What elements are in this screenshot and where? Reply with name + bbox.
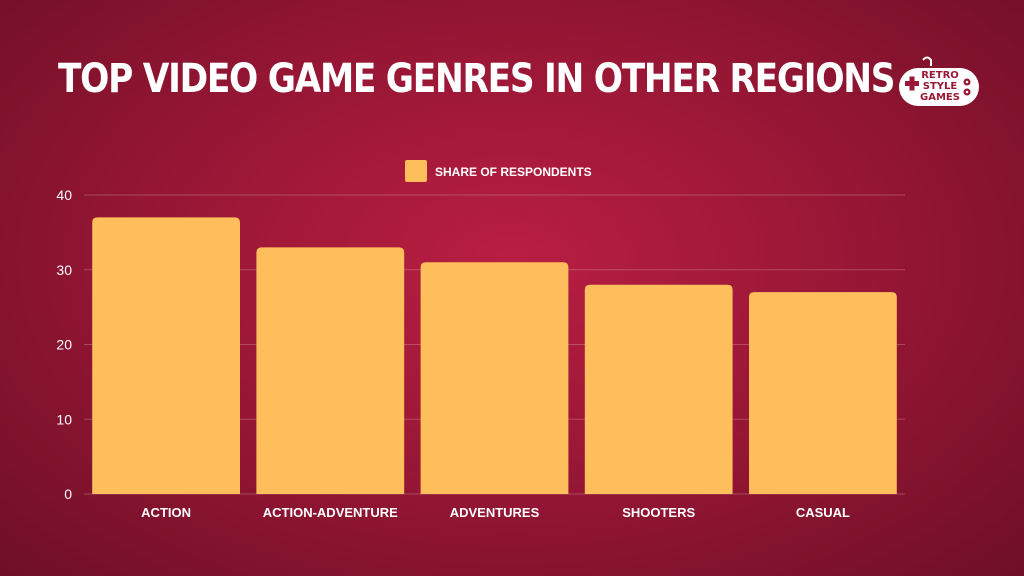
bar-shooters [584, 284, 733, 494]
legend-label: SHARE OF RESPONDENTS [435, 165, 592, 179]
y-axis: 0 10 20 30 40 [56, 187, 72, 502]
logo-text-line-3: GAMES [920, 92, 960, 103]
x-tick-label: ACTION-ADVENTURE [263, 505, 398, 520]
y-tick-label: 20 [56, 337, 72, 353]
x-tick-label: ADVENTURES [450, 505, 540, 520]
x-tick-label: CASUAL [796, 505, 850, 520]
y-tick-label: 30 [56, 262, 72, 278]
retro-style-games-logo: RETRO STYLE GAMES [899, 56, 979, 106]
y-tick-label: 0 [64, 486, 72, 502]
logo-text-line-2: STYLE [923, 81, 958, 92]
chart-title: TOP VIDEO GAME GENRES IN OTHER REGIONS [58, 56, 896, 102]
bar-action-adventure [256, 247, 405, 494]
legend-swatch [405, 160, 427, 182]
y-tick-label: 40 [56, 187, 72, 203]
y-tick-label: 10 [56, 411, 72, 427]
legend: SHARE OF RESPONDENTS [405, 160, 592, 182]
x-axis: ACTION ACTION-ADVENTURE ADVENTURES SHOOTERS… [141, 505, 850, 520]
x-tick-label: SHOOTERS [622, 505, 695, 520]
x-tick-label: ACTION [141, 505, 191, 520]
logo-text-line-1: RETRO [921, 70, 959, 81]
bar-adventures [420, 262, 569, 494]
bar-casual [749, 292, 897, 494]
bar-action [92, 217, 240, 495]
bars [92, 217, 897, 495]
